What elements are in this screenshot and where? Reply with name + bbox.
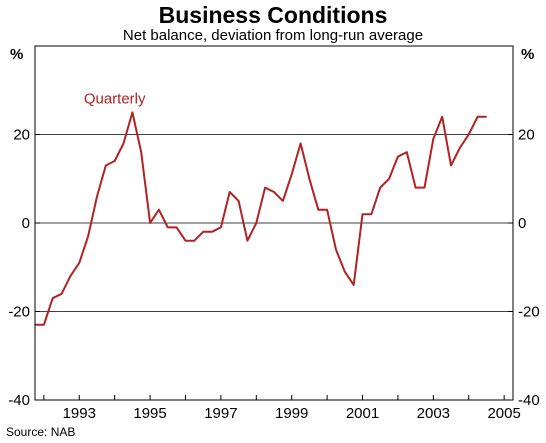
- series-label-quarterly: Quarterly: [84, 91, 146, 108]
- tick-labels: -40 -40 -20 -20 0 0 20 20 1993 1995 1997 1999 2001 20…: [8, 127, 539, 423]
- x-tick-label: 1999: [275, 405, 308, 422]
- x-tick-label: 2001: [346, 405, 379, 422]
- axis-ticks: [35, 134, 513, 401]
- data-point: [220, 226, 222, 229]
- y-tick-label-left: 20: [13, 127, 30, 144]
- y-tick-label-left: -20: [8, 304, 30, 321]
- series-line-quarterly: [35, 111, 487, 326]
- data-point: [229, 191, 231, 193]
- data-point: [291, 173, 293, 175]
- data-point: [87, 235, 89, 237]
- data-point: [176, 226, 178, 229]
- data-point: [441, 116, 443, 118]
- data-point: [149, 222, 151, 224]
- data-point: [60, 293, 63, 295]
- data-point: [114, 160, 116, 162]
- data-point: [69, 275, 72, 277]
- data-point: [211, 231, 213, 233]
- data-point: [476, 116, 479, 118]
- data-point: [308, 178, 311, 180]
- data-point: [52, 297, 54, 299]
- data-point: [406, 151, 408, 153]
- source-note: Source: NAB: [6, 425, 76, 439]
- data-point: [450, 164, 452, 167]
- x-tick-label: 1993: [63, 405, 96, 422]
- data-point: [167, 226, 169, 229]
- data-point: [397, 156, 399, 158]
- data-point: [140, 151, 142, 153]
- data-point: [184, 240, 187, 242]
- data-point: [415, 187, 417, 189]
- chart-subtitle: Net balance, deviation from long-run ave…: [122, 27, 424, 44]
- data-point: [193, 240, 195, 242]
- data-point: [78, 262, 80, 264]
- y-tick-label-left: 0: [22, 215, 30, 232]
- data-point: [317, 209, 319, 211]
- data-point: [131, 111, 133, 113]
- y-tick-label-right: 0: [518, 215, 526, 232]
- data-point: [370, 213, 372, 215]
- y-tick-label-right: -40: [518, 392, 540, 409]
- data-point: [432, 138, 434, 140]
- data-point: [379, 187, 381, 189]
- data-point: [43, 324, 45, 326]
- data-point: [122, 142, 125, 144]
- data-point: [202, 231, 204, 233]
- data-point: [353, 284, 355, 286]
- data-point: [299, 142, 302, 144]
- x-tick-label: 2003: [417, 405, 450, 422]
- y-tick-label-left: -40: [8, 392, 30, 409]
- y-axis-unit-left: %: [10, 46, 24, 63]
- data-point: [485, 116, 488, 118]
- y-tick-label-right: 20: [518, 127, 535, 144]
- series-layer: Quarterly: [34, 91, 488, 326]
- y-tick-label-right: -20: [518, 304, 540, 321]
- x-tick-label: 1995: [133, 405, 166, 422]
- data-point: [282, 200, 284, 202]
- gridlines: [35, 134, 513, 312]
- x-tick-label: 2005: [487, 405, 520, 422]
- data-point: [96, 195, 98, 198]
- data-point: [246, 240, 249, 242]
- data-point: [344, 271, 346, 273]
- data-point: [273, 191, 275, 193]
- data-point: [423, 187, 426, 189]
- plot-frame: [34, 45, 514, 401]
- data-point: [255, 222, 257, 224]
- data-point: [326, 209, 328, 211]
- data-point: [264, 187, 266, 189]
- data-point: [158, 209, 160, 211]
- chart-title: Business Conditions: [158, 2, 388, 28]
- data-point: [459, 147, 461, 149]
- data-point: [388, 178, 390, 180]
- data-point: [468, 133, 470, 136]
- data-point: [105, 164, 107, 167]
- data-point: [361, 213, 364, 215]
- data-point: [237, 200, 240, 202]
- data-point: [335, 248, 337, 251]
- x-tick-label: 1997: [204, 405, 237, 422]
- y-axis-unit-right: %: [521, 46, 535, 63]
